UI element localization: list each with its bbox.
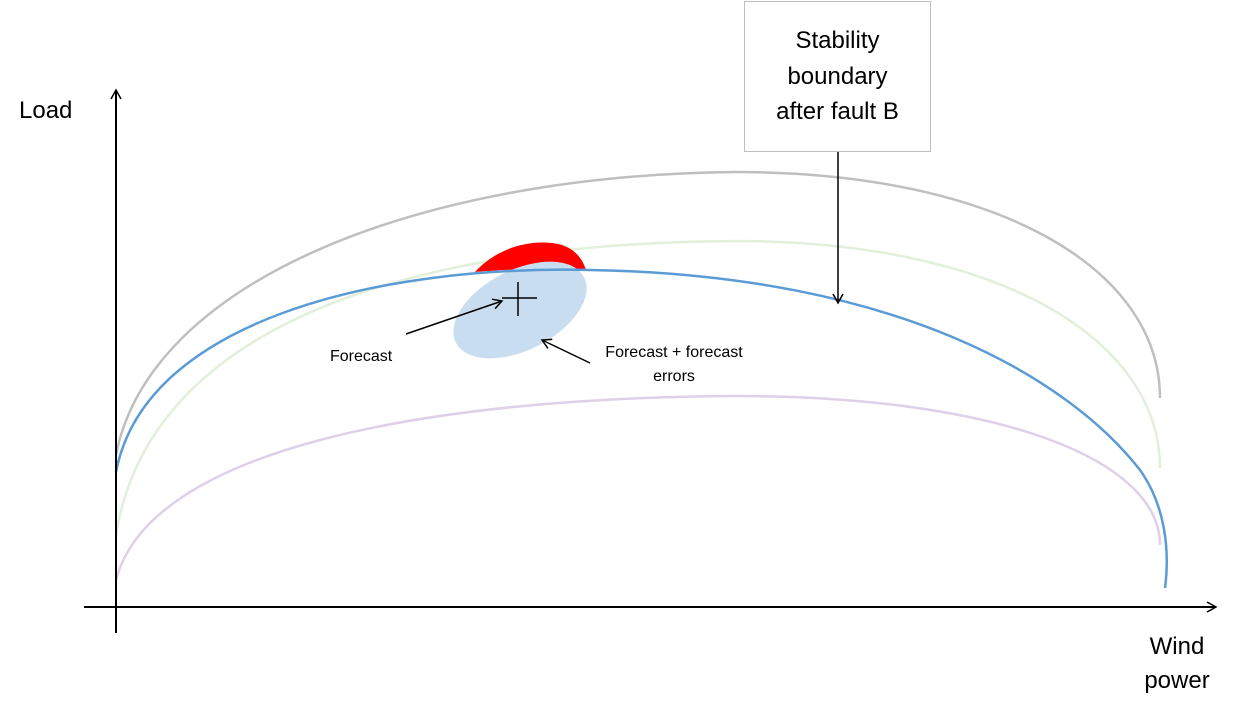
boundary-curve-purple [114,394,1162,581]
forecast-arrow [405,298,504,335]
forecast-label: Forecast [330,348,393,365]
boundary-curve-gray [114,170,1162,456]
callout-text: Stability boundary after fault B [776,27,899,126]
boundary-curve-green [114,239,1162,536]
stability-boundary-callout: Stability boundary after fault B [744,1,931,152]
forecast-uncertainty-ellipse [453,261,587,359]
boundary-curve-blue [114,268,1168,589]
forecast-errors-label: Forecast + forecast errors [605,344,743,385]
x-axis-label: Wind power [1144,633,1210,694]
forecast-errors-arrow [540,338,591,364]
forecast-marker [502,282,537,316]
y-axis-label: Load [19,97,73,124]
